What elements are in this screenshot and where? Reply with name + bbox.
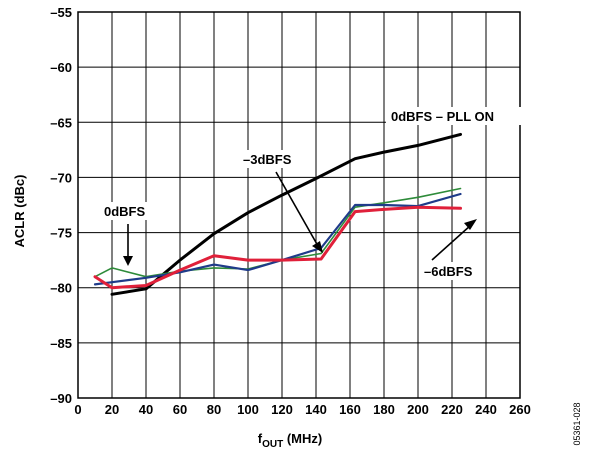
x-axis-title: fOUT (MHz) xyxy=(258,431,322,450)
series-line-3 xyxy=(93,205,462,290)
series-lines xyxy=(93,132,462,296)
y-tick-label: –55 xyxy=(50,5,72,20)
x-tick-label: 240 xyxy=(475,402,497,417)
y-tick-label: –85 xyxy=(50,336,72,351)
x-tick-label: 80 xyxy=(207,402,221,417)
x-tick-label: 260 xyxy=(509,402,531,417)
y-tick-label: –65 xyxy=(50,115,72,130)
y-tick-label: –75 xyxy=(50,226,72,241)
annotation-3dbfs-leader xyxy=(275,171,319,247)
y-axis-title: ACLR (dBc) xyxy=(12,175,27,248)
y-tick-label: –80 xyxy=(50,281,72,296)
x-tick-label: 100 xyxy=(237,402,259,417)
y-tick-label: –60 xyxy=(50,60,72,75)
annotation-3dbfs-bg xyxy=(240,150,304,168)
plot-frame xyxy=(77,11,521,399)
x-tick-label: 20 xyxy=(105,402,119,417)
y-tick-label: –90 xyxy=(50,391,72,406)
annotation-0dbfs-bg xyxy=(102,202,156,220)
annotation-6dbfs-bg xyxy=(421,262,479,280)
annotation-pll-on-bg xyxy=(386,107,532,125)
annotation-6dbfs: –6dBFS xyxy=(424,264,473,279)
x-tick-label: 220 xyxy=(441,402,463,417)
annotation-0dbfs: 0dBFS xyxy=(104,204,146,219)
x-tick-labels: 0 20 40 60 80 100 120 140 160 180 200 220 240 260 xyxy=(74,402,530,417)
series-line-2 xyxy=(93,192,462,286)
x-tick-label: 40 xyxy=(139,402,153,417)
annotation-6dbfs-arrowhead xyxy=(464,219,477,230)
x-axis-title-main: f xyxy=(258,431,263,446)
annotation-0dbfs-arrowhead xyxy=(123,256,133,266)
annotations: 0dBFS – PLL ON –3dBFS 0dBFS –6dBFS xyxy=(102,107,532,280)
x-tick-label: 140 xyxy=(305,402,327,417)
x-axis-title-unit: (MHz) xyxy=(283,431,322,446)
annotation-pll-on: 0dBFS – PLL ON xyxy=(391,109,494,124)
annotation-3dbfs-arrowhead xyxy=(312,241,323,253)
y-tick-labels: –90 –85 –80 –75 –70 –65 –60 –55 xyxy=(50,5,72,406)
annotation-6dbfs-leader xyxy=(431,224,472,261)
x-axis-title-subscript: OUT xyxy=(262,439,283,450)
x-tick-label: 200 xyxy=(407,402,429,417)
figure-id: 05361-028 xyxy=(572,402,582,445)
x-tick-label: 120 xyxy=(271,402,293,417)
x-tick-label: 0 xyxy=(74,402,81,417)
y-tick-label: –70 xyxy=(50,170,72,185)
x-tick-label: 60 xyxy=(173,402,187,417)
series-line-0 xyxy=(110,132,462,296)
x-tick-label: 160 xyxy=(339,402,361,417)
x-tick-label: 180 xyxy=(373,402,395,417)
annotation-3dbfs: –3dBFS xyxy=(243,152,292,167)
